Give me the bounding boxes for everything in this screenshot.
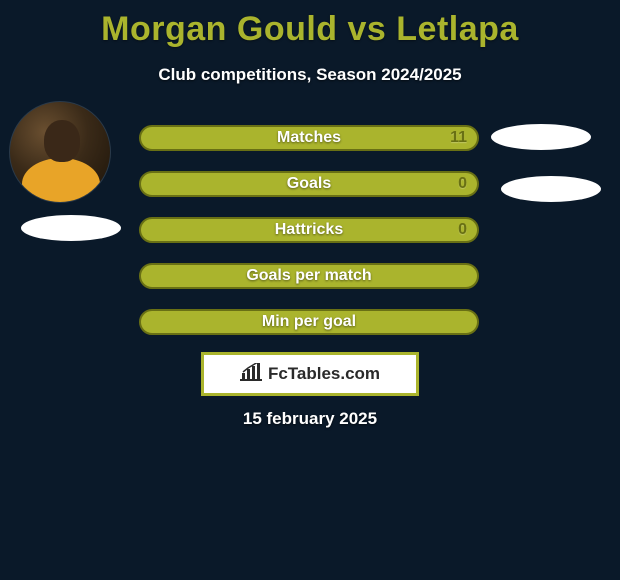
footer-date: 15 february 2025	[0, 409, 620, 429]
stat-rows: Matches 11 Goals 0 Hattricks 0 Goals per…	[139, 125, 479, 355]
stat-label: Goals	[287, 175, 331, 193]
brand-text: FcTables.com	[268, 364, 380, 384]
player2-blank-pill-2	[501, 176, 601, 202]
avatar-head	[44, 120, 80, 162]
player1-blank-pill	[21, 215, 121, 241]
stat-value: 11	[450, 129, 467, 147]
stat-row-hattricks: Hattricks 0	[139, 217, 479, 243]
stat-row-min-per-goal: Min per goal	[139, 309, 479, 335]
player1-avatar	[9, 101, 111, 203]
stat-label: Hattricks	[275, 221, 343, 239]
stat-row-matches: Matches 11	[139, 125, 479, 151]
avatar-jersey	[22, 158, 100, 203]
stat-label: Min per goal	[262, 313, 356, 331]
stat-value: 0	[458, 221, 467, 239]
stat-row-goals: Goals 0	[139, 171, 479, 197]
subtitle: Club competitions, Season 2024/2025	[0, 65, 620, 85]
stat-label: Matches	[277, 129, 341, 147]
page-title: Morgan Gould vs Letlapa	[0, 0, 620, 49]
brand-card[interactable]: FcTables.com	[201, 352, 419, 396]
stat-row-goals-per-match: Goals per match	[139, 263, 479, 289]
player2-blank-pill-1	[491, 124, 591, 150]
bar-chart-icon	[240, 363, 262, 386]
stat-label: Goals per match	[246, 267, 371, 285]
stat-value: 0	[458, 175, 467, 193]
